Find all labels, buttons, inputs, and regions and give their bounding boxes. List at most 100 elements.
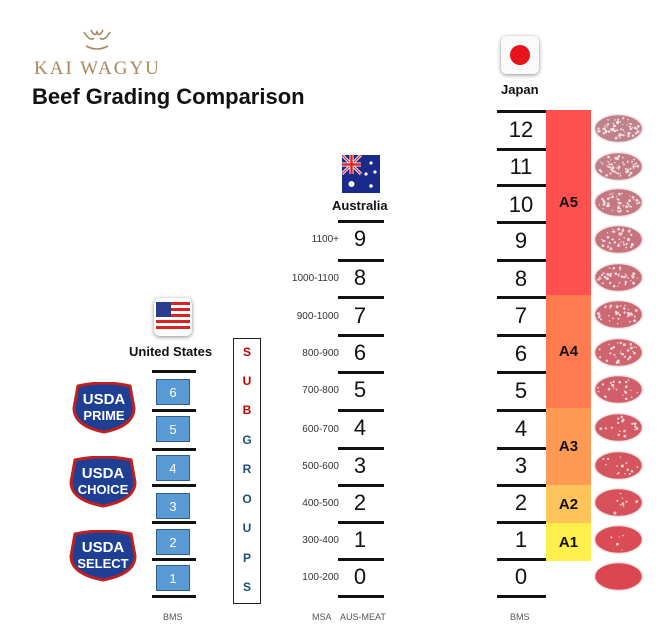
subgroups-letter: B [242, 403, 252, 417]
aus-meat-score: 6 [353, 340, 367, 365]
subgroups-letter: S [242, 580, 251, 594]
us-bms-footer: BMS [163, 612, 183, 622]
steak-thumbnail [591, 372, 646, 407]
japan-divider [497, 447, 546, 450]
japan-bms-score: 9 [514, 228, 528, 253]
us-divider [152, 409, 196, 412]
japan-bms-score: 12 [508, 117, 534, 142]
usda-bms-box: 6 [156, 379, 190, 405]
jmga-grade-a4: A4 [546, 295, 591, 408]
msa-range: 400-500 [302, 498, 339, 509]
subgroups-letter: S [242, 345, 251, 359]
steak-thumbnail [591, 260, 646, 295]
aus-meat-score: 8 [353, 265, 367, 290]
japan-flag-icon [501, 36, 539, 74]
jmga-grade-a1: A1 [546, 523, 591, 561]
subgroups-box: S U B G R O U P S [233, 338, 261, 604]
msa-range: 300-400 [302, 535, 339, 546]
us-divider [152, 521, 196, 524]
aus-meat-score: 7 [353, 303, 367, 328]
japan-label: Japan [501, 82, 539, 97]
japan-bms-score: 4 [514, 416, 528, 441]
msa-footer: MSA [312, 612, 332, 622]
usda-bms-box: 5 [156, 416, 190, 442]
page-title: Beef Grading Comparison [32, 84, 305, 109]
aus-meat-score: 1 [353, 527, 367, 552]
japan-divider [497, 221, 546, 224]
aus-divider [338, 371, 384, 374]
japan-bms-score: 11 [509, 154, 533, 179]
aus-meat-score: 5 [353, 377, 367, 402]
aus-meat-score: 4 [353, 415, 367, 440]
japan-bms-score: 2 [514, 490, 528, 515]
usda-select-line2: SELECT [77, 556, 128, 571]
japan-divider [497, 296, 546, 299]
japan-bms-score: 0 [514, 564, 528, 589]
usda-select-line1: USDA [82, 539, 125, 556]
aus-divider [338, 220, 384, 223]
jmga-grade-a5: A5 [546, 110, 591, 295]
usda-prime-line2: PRIME [83, 408, 125, 423]
japan-bms-score: 3 [514, 453, 528, 478]
us-divider [152, 484, 196, 487]
japan-bms-score: 6 [514, 341, 528, 366]
japan-bms-score: 8 [514, 266, 528, 291]
subgroups-letter: P [242, 551, 251, 565]
us-divider [152, 595, 196, 598]
steak-thumbnail [591, 559, 646, 594]
steak-thumbnail [591, 448, 646, 483]
japan-divider [497, 148, 546, 151]
aus-meat-score: 3 [353, 453, 367, 478]
subgroups-letter: U [242, 521, 252, 535]
steak-thumbnail [591, 222, 646, 257]
japan-bms-score: 7 [514, 303, 528, 328]
japan-divider [497, 484, 546, 487]
us-flag-icon [154, 298, 192, 336]
steak-thumbnail [591, 185, 646, 220]
steak-thumbnail [591, 335, 646, 370]
subgroups-letter: U [242, 374, 252, 388]
aus-meat-score: 2 [353, 490, 367, 515]
msa-range: 900-1000 [296, 311, 339, 322]
usda-choice-badge: USDA CHOICE [69, 456, 137, 508]
japan-divider [497, 334, 546, 337]
msa-range: 500-600 [302, 461, 339, 472]
japan-divider [497, 371, 546, 374]
aus-divider [338, 296, 384, 299]
aus-divider [338, 259, 384, 262]
aus-divider [338, 558, 384, 561]
us-divider [152, 558, 196, 561]
usda-bms-box: 4 [156, 455, 190, 481]
australia-flag-icon [340, 153, 380, 193]
steak-thumbnail [591, 522, 646, 557]
usda-bms-box: 3 [156, 493, 190, 519]
us-divider [152, 448, 196, 451]
japan-divider [497, 110, 546, 113]
japan-divider [497, 558, 546, 561]
brand-name: KAI WAGYU [34, 58, 161, 79]
subgroups-letter: G [242, 433, 252, 447]
japan-divider [497, 521, 546, 524]
subgroups-letter: O [242, 492, 252, 506]
steak-thumbnail [591, 485, 646, 520]
aus-divider [338, 409, 384, 412]
msa-range: 100-200 [302, 572, 339, 583]
usda-bms-box: 2 [156, 529, 190, 555]
aus-meat-footer: AUS-MEAT [340, 612, 386, 622]
japan-divider [497, 409, 546, 412]
japan-divider [497, 595, 546, 598]
subgroups-letter: R [242, 462, 252, 476]
usda-bms-box: 1 [156, 565, 190, 591]
us-divider [152, 370, 196, 373]
aus-divider [338, 447, 384, 450]
aus-divider [338, 595, 384, 598]
japan-bms-score: 1 [514, 527, 528, 552]
aus-divider [338, 521, 384, 524]
jmga-grade-a2: A2 [546, 485, 591, 523]
usda-prime-badge: USDA PRIME [72, 382, 136, 434]
kai-wagyu-logo-icon [83, 29, 111, 50]
usda-select-badge: USDA SELECT [69, 530, 137, 582]
steak-thumbnail [591, 410, 646, 445]
australia-label: Australia [332, 198, 388, 213]
steak-thumbnail [591, 111, 646, 146]
